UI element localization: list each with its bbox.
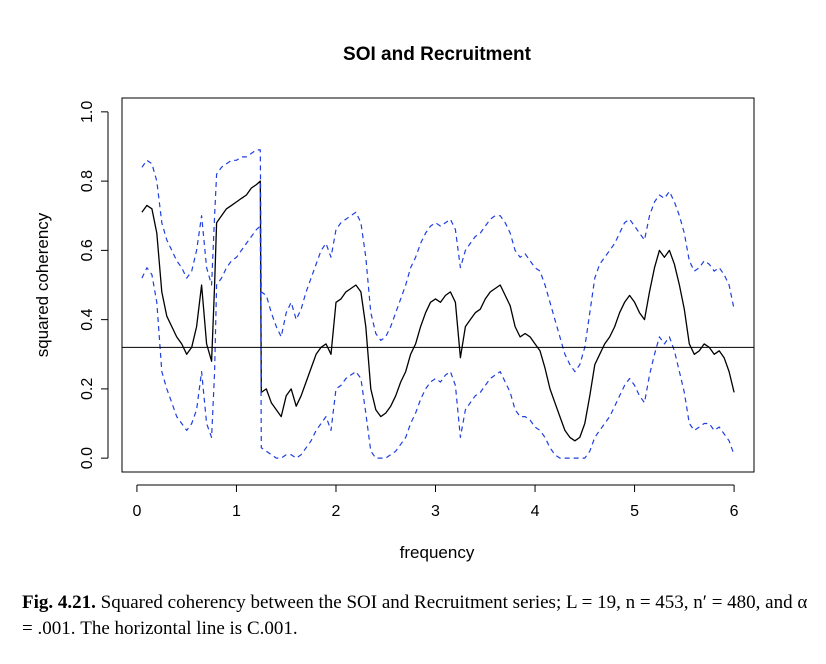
y-tick-label: 1.0 xyxy=(79,101,96,123)
y-tick-label: 0.6 xyxy=(79,239,96,261)
x-tick-label: 4 xyxy=(531,503,540,520)
x-tick-label: 0 xyxy=(132,503,141,520)
y-tick-label: 0.8 xyxy=(79,170,96,192)
y-tick-label: 0.4 xyxy=(79,308,96,330)
figure-caption: Fig. 4.21. Squared coherency between the… xyxy=(22,590,812,642)
confidence-band-line-2 xyxy=(141,225,735,459)
plot-area xyxy=(121,97,755,473)
caption-text: Squared coherency between the SOI and Re… xyxy=(22,592,808,639)
coherency-line xyxy=(141,180,735,442)
confidence-band-line-1 xyxy=(141,149,735,373)
y-axis-label: squared coherency xyxy=(33,212,52,357)
caption-label: Fig. 4.21. xyxy=(22,592,96,613)
x-axis-label: frequency xyxy=(400,543,475,562)
x-axis: 0 1 2 3 4 5 6 xyxy=(132,484,739,520)
y-tick-label: 0.2 xyxy=(79,378,96,400)
x-tick-label: 1 xyxy=(232,503,241,520)
series-layer xyxy=(141,149,735,459)
coherency-chart: SOI and Recruitment 0 1 2 3 4 5 6 0.0 0.2 0.4 0.6… xyxy=(33,44,755,562)
x-tick-label: 3 xyxy=(431,503,440,520)
y-tick-label: 0.0 xyxy=(79,447,96,469)
plot-frame xyxy=(121,97,755,473)
x-tick-label: 6 xyxy=(730,503,739,520)
y-axis: 0.0 0.2 0.4 0.6 0.8 1.0 xyxy=(79,101,109,469)
x-tick-label: 5 xyxy=(630,503,639,520)
x-tick-label: 2 xyxy=(332,503,341,520)
chart-title: SOI and Recruitment xyxy=(343,44,532,65)
